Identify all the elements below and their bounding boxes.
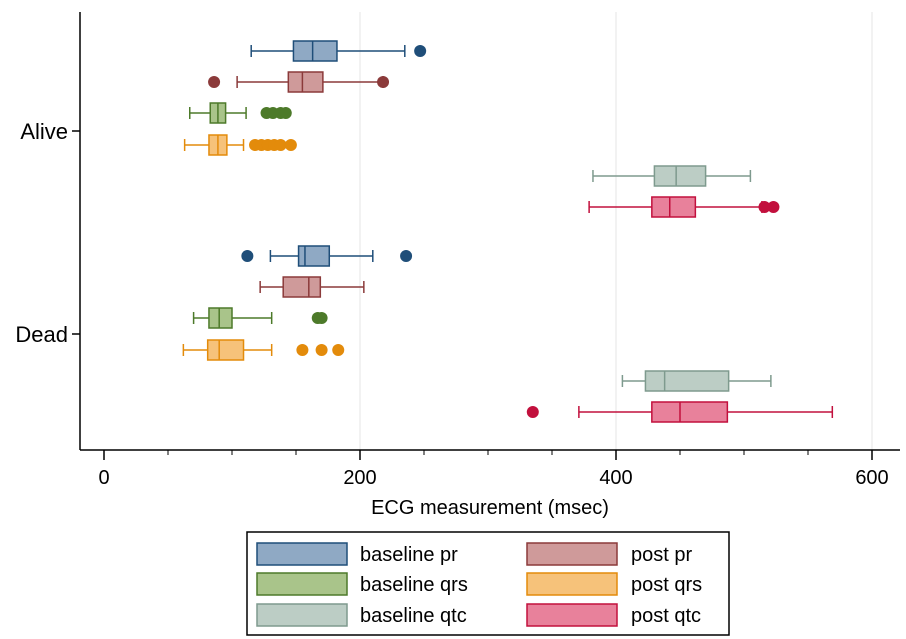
axes [79,12,900,451]
legend-label: post pr [631,544,692,566]
box-post-pr-dead [259,276,365,298]
box-iqr [651,401,729,423]
box-baseline-qtc-dead [621,370,772,392]
outlier-point [315,312,328,324]
legend-swatch [526,572,618,596]
box-iqr [282,276,322,298]
legend-item: post qtc [526,603,701,627]
box-post-qrs-dead [182,339,345,361]
legend-swatch [526,542,618,566]
x-tick-label: 200 [343,467,376,489]
outlier-point [400,250,413,262]
box-baseline-qrs-dead [192,307,328,329]
y-category-label: Dead [15,322,68,347]
legend-label: post qrs [631,574,702,596]
outlier-point [767,201,780,213]
x-axis-title: ECG measurement (msec) [371,497,609,519]
box-iqr [297,245,331,267]
legend-item: baseline qtc [256,603,467,627]
legend-item: post qrs [526,572,702,596]
legend-swatch [256,603,348,627]
legend-label: baseline pr [360,544,458,566]
outlier-point [414,45,427,57]
box-baseline-qrs-alive [189,102,292,124]
box-plot-area [182,40,834,423]
box-iqr [292,40,338,62]
box-post-pr-alive [208,71,390,93]
outlier-point [377,76,390,88]
outlier-point [284,139,297,151]
outlier-point [274,139,287,151]
outlier-point [296,344,309,356]
legend-swatch [256,542,348,566]
legend-item: baseline qrs [256,572,468,596]
x-axis-ticks: 0 200 400 600 [98,450,889,489]
box-baseline-pr-alive [250,40,427,62]
legend-item: baseline pr [256,542,458,566]
legend-swatch [526,603,618,627]
box-post-qtc-alive [588,196,780,218]
box-baseline-pr-dead [241,245,413,267]
box-baseline-qtc-alive [592,165,752,187]
legend: baseline pr post pr baseline qrs post qrs ba… [246,531,730,636]
outlier-point [208,76,221,88]
y-category-label: Alive [20,119,68,144]
grid-lines [359,12,873,450]
outlier-point [332,344,345,356]
legend-label: baseline qrs [360,574,468,596]
outlier-point [526,406,539,418]
box-iqr [644,370,730,392]
outlier-point [279,107,292,119]
legend-label: baseline qtc [360,605,467,627]
legend-swatch [256,572,348,596]
outlier-point [241,250,254,262]
box-iqr [206,339,245,361]
outlier-point [758,201,771,213]
box-post-qrs-alive [183,134,297,156]
y-axis-categories: Alive Dead [15,119,80,347]
outlier-point [315,344,328,356]
box-iqr [287,71,324,93]
box-iqr [208,307,233,329]
box-iqr [653,165,707,187]
x-tick-label: 400 [599,467,632,489]
box-iqr [651,196,697,218]
legend-item: post pr [526,542,692,566]
x-tick-label: 0 [98,467,109,489]
box-post-qtc-dead [526,401,834,423]
x-tick-label: 600 [855,467,888,489]
legend-label: post qtc [631,605,701,627]
